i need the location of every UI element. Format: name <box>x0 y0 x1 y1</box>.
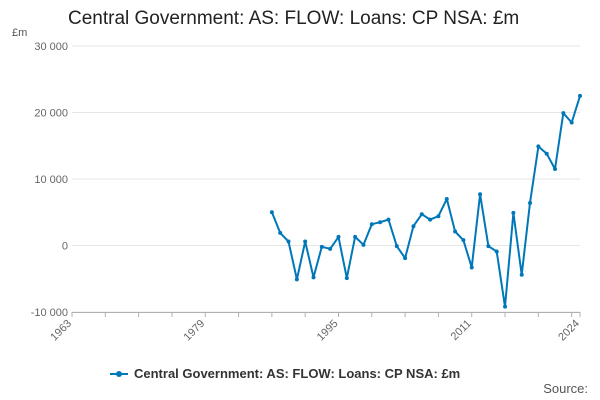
legend-line-marker-icon <box>110 369 128 379</box>
y-axis-ticks: 30 000 20 000 10 000 0 -10 000 <box>31 41 68 319</box>
data-point <box>286 239 291 244</box>
source-label: Source: <box>543 381 588 396</box>
data-point <box>419 212 424 217</box>
data-point <box>553 167 558 172</box>
series-layer <box>269 93 582 309</box>
data-point <box>394 244 399 249</box>
data-point <box>494 249 499 254</box>
data-point <box>461 238 466 243</box>
x-tick-label: 2024 <box>556 318 582 344</box>
data-point <box>311 275 316 280</box>
legend[interactable]: Central Government: AS: FLOW: Loans: CP … <box>110 366 460 381</box>
data-point <box>436 214 441 219</box>
data-point <box>319 244 324 249</box>
data-point <box>469 265 474 270</box>
x-tick-label: 1995 <box>315 318 341 344</box>
data-point <box>278 230 283 235</box>
y-tick-label: 30 000 <box>34 41 68 53</box>
data-point <box>453 229 458 234</box>
data-point <box>528 200 533 205</box>
data-point <box>336 234 341 239</box>
y-tick-label: 0 <box>62 241 68 253</box>
data-point <box>478 192 483 197</box>
data-point <box>378 220 383 225</box>
data-point <box>386 217 391 222</box>
data-point <box>344 276 349 281</box>
data-point <box>328 246 333 251</box>
data-point <box>511 210 516 215</box>
x-tick-label: 1979 <box>182 318 208 344</box>
data-point <box>536 144 541 149</box>
data-point <box>569 120 574 125</box>
data-point <box>444 196 449 201</box>
data-point <box>544 151 549 156</box>
legend-label: Central Government: AS: FLOW: Loans: CP … <box>134 366 461 381</box>
x-axis <box>71 312 581 317</box>
data-point <box>269 210 274 215</box>
series-line <box>270 95 581 308</box>
data-point <box>561 111 566 116</box>
data-point <box>303 239 308 244</box>
data-point <box>411 224 416 229</box>
y-tick-label: 20 000 <box>34 108 68 120</box>
x-tick-label: 2011 <box>449 318 474 343</box>
data-point <box>361 242 366 247</box>
data-point <box>294 277 299 282</box>
data-point <box>353 234 358 239</box>
grid-lines <box>72 45 580 313</box>
y-tick-label: -10 000 <box>31 307 68 319</box>
chart-title: Central Government: AS: FLOW: Loans: CP … <box>68 8 520 29</box>
data-point <box>503 304 508 309</box>
data-point <box>428 217 433 222</box>
data-point <box>369 222 374 227</box>
data-point <box>519 272 524 277</box>
data-point <box>403 256 408 261</box>
x-axis-ticks: 1963 1979 1995 2011 2024 <box>48 318 582 344</box>
data-point <box>578 93 582 98</box>
x-tick-label: 1963 <box>48 318 74 344</box>
data-point <box>486 244 491 249</box>
y-axis-unit-label: £m <box>12 27 27 39</box>
y-tick-label: 10 000 <box>34 174 68 186</box>
